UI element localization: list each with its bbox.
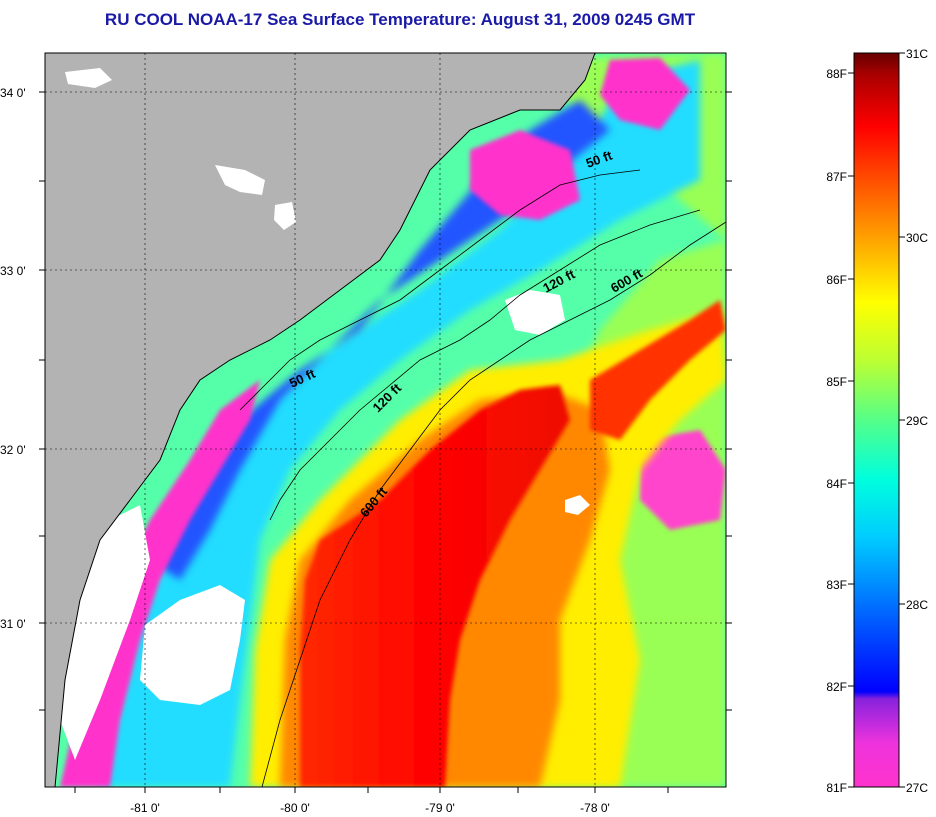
colorbar-f-88: 88F — [826, 67, 847, 81]
magenta-patch-east — [640, 430, 726, 530]
colorbar-c-28: 28C — [906, 598, 928, 612]
colorbar-ticks — [848, 52, 905, 788]
lon-label-80: -80 0' — [280, 801, 310, 815]
colorbar-f-87: 87F — [826, 170, 847, 184]
coastal-blue-band — [150, 100, 610, 580]
lat-label-34: 34 0' — [0, 86, 26, 100]
land-mass — [45, 53, 595, 787]
colorbar-f-82: 82F — [826, 680, 847, 694]
colorbar-c-27: 27C — [906, 781, 928, 795]
sst-map: 50 ft 50 ft 120 ft 120 ft 600 ft 600 ft … — [0, 52, 732, 815]
colorbar-f-81: 81F — [826, 781, 847, 795]
cloud-patch-small — [565, 495, 590, 515]
graticule — [45, 53, 726, 787]
colorbar-f-86: 86F — [826, 273, 847, 287]
cloud-patch-midshelf — [505, 290, 565, 335]
land-cloud-1 — [65, 68, 112, 88]
colorbar-f-83: 83F — [826, 578, 847, 592]
magenta-coastal-fringe — [60, 380, 260, 787]
magenta-patch-northeast — [600, 58, 690, 130]
coastline — [54, 53, 596, 787]
nearshore-cyan-band — [100, 60, 700, 787]
tick-marks — [39, 91, 732, 793]
colorbar-c-30: 30C — [906, 231, 928, 245]
sst-field — [45, 53, 726, 787]
map-frame — [44, 52, 727, 788]
land-cloud-2 — [215, 165, 265, 195]
colorbar-c-31: 31C — [906, 47, 928, 61]
lon-label-78: -78 0' — [580, 801, 610, 815]
colorbar-f-84: 84F — [826, 477, 847, 491]
lat-label-31: 31 0' — [0, 617, 26, 631]
gulf-stream-warm-core — [300, 385, 570, 787]
magenta-patch-north — [470, 130, 580, 220]
isobath-50ft — [239, 169, 641, 411]
lat-label-33: 33 0' — [0, 264, 26, 278]
colorbar-gradient — [853, 52, 900, 788]
land-cloud-3 — [274, 202, 296, 230]
lon-label-81: -81 0' — [130, 801, 160, 815]
lat-label-32: 32 0' — [0, 443, 26, 457]
map-title: RU COOL NOAA-17 Sea Surface Temperature:… — [104, 10, 696, 29]
lon-label-79: -79 0' — [425, 801, 455, 815]
warm-filament-east — [590, 300, 726, 440]
colorbar-c-29: 29C — [906, 414, 928, 428]
cloud-patch-south — [140, 585, 245, 705]
isobath-600ft — [261, 221, 726, 787]
colorbar-f-85: 85F — [826, 375, 847, 389]
